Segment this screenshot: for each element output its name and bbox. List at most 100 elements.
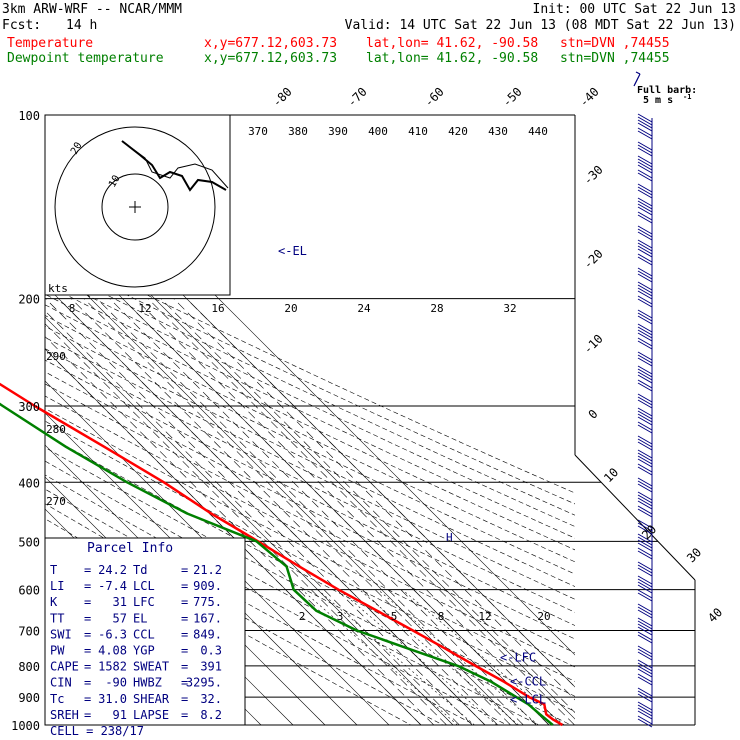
dry-adiabat-label: 270 xyxy=(46,495,66,508)
parcel-equals: = xyxy=(84,611,91,625)
wind-barb xyxy=(637,127,653,137)
parcel-value: 849. xyxy=(193,627,222,641)
isotherm-label: -50 xyxy=(500,85,525,110)
hodograph-ring-inner xyxy=(101,173,169,241)
wind-barb xyxy=(637,539,653,549)
wind-barb xyxy=(637,329,653,339)
parcel-key: CCL xyxy=(133,627,155,641)
wind-barb xyxy=(637,578,653,588)
mixing-ratio-label: 3 xyxy=(337,610,344,623)
parcel-value: -7.4 xyxy=(98,579,127,593)
wind-barb xyxy=(637,435,653,445)
wind-barb xyxy=(637,494,653,504)
moist-adiabat-line xyxy=(147,298,575,725)
parcel-value: 775. xyxy=(193,595,222,609)
wind-barb xyxy=(637,309,653,319)
wind-barb xyxy=(637,326,653,336)
wind-barb xyxy=(637,606,653,616)
dry-adiabat-line xyxy=(45,348,575,613)
moist-adiabat-line xyxy=(135,298,563,725)
parcel-key: PW xyxy=(50,644,65,658)
dry-adiabat-line xyxy=(45,371,575,640)
dry-adiabat-label: 290 xyxy=(46,350,66,363)
wind-barb xyxy=(637,200,653,210)
pressure-label: 400 xyxy=(18,476,40,490)
wind-barb xyxy=(637,206,653,216)
parcel-equals: = xyxy=(181,676,188,690)
pressure-label: 300 xyxy=(18,400,40,414)
wind-barb xyxy=(637,281,653,291)
wind-barb xyxy=(637,172,653,182)
wind-barb xyxy=(637,715,653,725)
level-annotation: <-LCL xyxy=(510,693,546,707)
parcel-value: 909. xyxy=(193,579,222,593)
wind-barb xyxy=(637,584,653,594)
dry-adiabat-line xyxy=(45,325,575,587)
model-title: 3km ARW-WRF -- NCAR/MMM xyxy=(2,2,183,17)
pressure-label: 1000 xyxy=(11,719,40,733)
wind-barb xyxy=(637,665,653,675)
parcel-value: 91 xyxy=(113,708,127,722)
parcel-value: 391 xyxy=(200,660,222,674)
wind-barb xyxy=(637,183,653,193)
parcel-value: 1582 xyxy=(98,660,127,674)
parcel-key: T xyxy=(50,563,57,577)
parcel-cell: CELL = 238/17 xyxy=(50,724,144,738)
mixing-ratio-label: 8 xyxy=(438,610,445,623)
pressure-label: 200 xyxy=(18,293,40,307)
wind-barb xyxy=(637,122,653,132)
wind-barb xyxy=(637,620,653,630)
parcel-key: LI xyxy=(50,579,64,593)
wind-barb xyxy=(637,634,653,644)
wind-barb xyxy=(637,623,653,633)
temperature-station: stn=DVN ,74455 xyxy=(560,36,670,51)
wind-barb xyxy=(637,693,653,703)
wind-barb xyxy=(637,273,653,283)
wind-barb xyxy=(637,312,653,322)
moist-adiabat-line xyxy=(186,298,575,688)
wind-barb xyxy=(637,189,653,199)
moist-adiabat-line xyxy=(173,298,575,701)
theta-label: 410 xyxy=(408,125,428,138)
dewpoint-station: stn=DVN ,74455 xyxy=(560,51,670,66)
isotherm-label: -30 xyxy=(581,163,606,188)
level-annotation: <-CCL xyxy=(510,675,546,689)
wind-barb xyxy=(637,164,653,174)
wind-barb xyxy=(637,287,653,297)
wind-barb xyxy=(637,186,653,196)
forecast-hour: 14 h xyxy=(66,18,98,33)
wind-barb xyxy=(637,147,653,157)
wind-barb xyxy=(637,365,653,375)
wind-barb xyxy=(637,267,653,277)
parcel-key: CIN xyxy=(50,676,72,690)
moist-adiabat-label: 24 xyxy=(357,302,371,315)
wind-barb xyxy=(637,687,653,697)
parcel-equals: = xyxy=(181,595,188,609)
wind-barb xyxy=(637,466,653,476)
moist-adiabat-line xyxy=(45,336,435,725)
parcel-key: SWI xyxy=(50,627,72,641)
wind-barb xyxy=(637,231,653,241)
wind-barb xyxy=(637,581,653,591)
wind-barb xyxy=(637,197,653,207)
moist-adiabat-line xyxy=(83,298,511,725)
dry-adiabat-line xyxy=(45,293,575,551)
wind-barb xyxy=(637,463,653,473)
valid-time: Valid: 14 UTC Sat 22 Jun 13 (08 MDT Sat … xyxy=(344,18,736,33)
temperature-xy: x,y=677.12,603.73 xyxy=(204,36,338,51)
pressure-label: 700 xyxy=(18,625,40,639)
pressure-label: 100 xyxy=(18,109,40,123)
wind-barb xyxy=(637,668,653,678)
parcel-value: 0.3 xyxy=(200,644,222,658)
wind-barb xyxy=(637,567,653,577)
wind-barb xyxy=(637,239,653,249)
parcel-value: 31.0 xyxy=(98,692,127,706)
wind-barb xyxy=(637,225,653,235)
wind-barb xyxy=(637,315,653,325)
wind-barb xyxy=(637,575,653,585)
forecast-label: Fcst: xyxy=(2,18,42,33)
moist-adiabat-label: 28 xyxy=(430,302,443,315)
moist-adiabat-line xyxy=(58,298,486,725)
wind-barb xyxy=(637,609,653,619)
